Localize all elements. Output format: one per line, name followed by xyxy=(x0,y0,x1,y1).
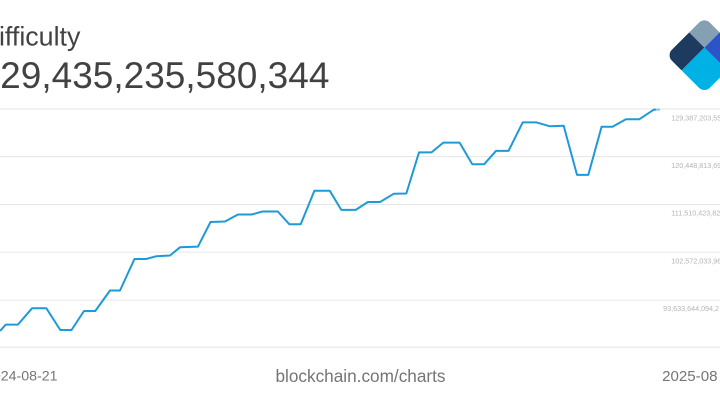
svg-text:111,510,423,822: 111,510,423,822 xyxy=(671,209,720,218)
svg-text:129,387,203,557: 129,387,203,557 xyxy=(671,113,720,122)
svg-text:2025-08: 2025-08 xyxy=(662,368,717,385)
svg-text:blockchain.com/charts: blockchain.com/charts xyxy=(275,366,445,386)
svg-text:2024-08-21: 2024-08-21 xyxy=(0,368,58,384)
svg-text:Difficulty: Difficulty xyxy=(0,22,81,52)
svg-text:120,448,813,694: 120,448,813,694 xyxy=(671,161,720,170)
svg-text:102,572,033,961: 102,572,033,961 xyxy=(671,256,720,265)
svg-text:93,633,644,094,2: 93,633,644,094,2 xyxy=(663,304,719,313)
svg-text:129,435,235,580,344: 129,435,235,580,344 xyxy=(0,55,329,96)
